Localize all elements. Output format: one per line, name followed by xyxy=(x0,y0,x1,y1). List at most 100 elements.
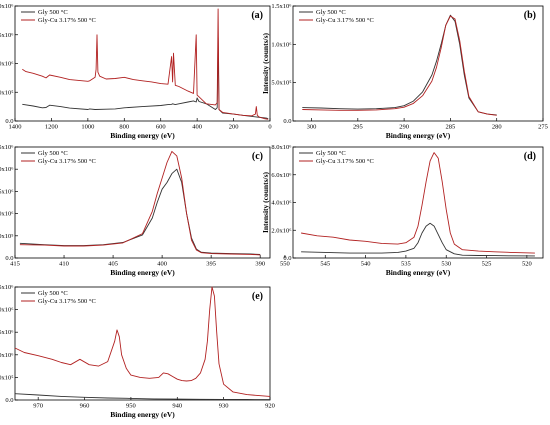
plot-frame xyxy=(292,5,544,122)
panel-c: 415 410 405 400 395 390 0.0 5.0x10⁵ 1.0x10⁶ 1.5x1… xyxy=(0,144,271,277)
legend-entry: Gly 500 °C xyxy=(316,9,346,16)
y-axis-label: Intensity (counts/s) xyxy=(261,171,270,233)
y-tick-label: 0.0 xyxy=(5,255,13,262)
x-tick-label: 535 xyxy=(401,261,411,268)
series-line-gly-cu xyxy=(301,152,535,254)
x-axis-label: Binding energy (eV) xyxy=(110,268,175,277)
series-line-gly-cu xyxy=(22,8,269,120)
y-tick-label: 2.0x10⁶ xyxy=(0,307,14,314)
y-tick-label: 1.5x10⁶ xyxy=(0,32,14,39)
x-tick-label: 400 xyxy=(192,124,202,131)
y-tick-label: 1.0x10⁶ xyxy=(0,61,14,68)
x-tick-label: 960 xyxy=(80,403,90,410)
series-line-gly xyxy=(302,14,497,116)
panel-label: (e) xyxy=(252,291,263,302)
x-tick-label: 940 xyxy=(172,403,182,410)
x-tick-label: 800 xyxy=(119,124,129,131)
x-tick-label: 970 xyxy=(33,403,43,410)
panel-b: 300 295 290 285 280 275 0.0 5.0x10⁵ 1.0x10⁶ 1.5x1… xyxy=(261,3,548,140)
y-tick-label: 1.5x10⁶ xyxy=(0,188,14,195)
panel-label: (a) xyxy=(251,10,263,21)
x-tick-label: 1000 xyxy=(81,124,94,131)
x-axis-label: Binding energy (eV) xyxy=(386,268,451,277)
series-line-gly xyxy=(19,168,261,255)
series-line-gly-cu xyxy=(14,286,271,397)
legend-entry: Gly 500 °C xyxy=(38,290,68,297)
y-tick-label: 0.0 xyxy=(283,255,291,262)
x-tick-label: 920 xyxy=(265,403,275,410)
panel-a: 1400 1200 1000 800 600 400 200 0 0.0 5.0x10⁵ 1.0x1… xyxy=(0,3,272,140)
x-tick-label: 1400 xyxy=(9,124,22,131)
x-tick-label: 200 xyxy=(229,124,239,131)
x-axis-label: Binding energy (eV) xyxy=(110,410,175,419)
x-tick-label: 290 xyxy=(399,124,409,131)
y-tick-label: 0.0 xyxy=(5,118,13,125)
x-tick-label: 285 xyxy=(446,124,456,131)
x-tick-label: 280 xyxy=(492,124,502,131)
panel-label: (c) xyxy=(252,151,263,162)
y-tick-label: 1.5x10⁶ xyxy=(271,3,291,10)
legend-entry: Gly 500 °C xyxy=(38,9,68,16)
y-tick-label: 1.0x10⁶ xyxy=(271,41,291,48)
x-tick-label: 400 xyxy=(157,261,167,268)
legend-entry: Gly-Cu 3.17% 500 °C xyxy=(38,158,96,165)
legend-entry: Gly-Cu 3.17% 500 °C xyxy=(316,158,374,165)
x-tick-label: 410 xyxy=(59,261,69,268)
y-tick-label: 1.0x10⁶ xyxy=(0,211,14,218)
x-tick-label: 545 xyxy=(320,261,330,268)
panel-label: (b) xyxy=(524,10,536,21)
panel-label: (d) xyxy=(524,151,536,162)
x-tick-label: 405 xyxy=(108,261,118,268)
y-tick-label: 6.0x10⁶ xyxy=(271,172,291,179)
legend-entry: Gly-Cu 3.17% 500 °C xyxy=(38,17,96,24)
series-line-gly-cu xyxy=(19,150,261,256)
plot-frame xyxy=(14,286,271,401)
x-axis-label: Binding energy (eV) xyxy=(386,131,451,140)
x-tick-label: 525 xyxy=(482,261,492,268)
y-tick-label: 0.0 xyxy=(5,397,13,404)
y-tick-label: 8.0x10⁶ xyxy=(271,144,291,151)
x-tick-label: 930 xyxy=(219,403,229,410)
y-tick-label: 5.0x10⁵ xyxy=(0,374,14,381)
x-tick-label: 415 xyxy=(10,261,20,268)
x-tick-label: 520 xyxy=(522,261,532,268)
plot-frame xyxy=(14,146,271,259)
y-tick-label: 5.0x10⁵ xyxy=(0,233,14,240)
y-tick-label: 5.0x10⁵ xyxy=(0,89,14,96)
y-axis-label: Intensity (counts/s) xyxy=(261,32,270,94)
panel-d: 550 545 540 535 530 525 520 0.0 2.0x10⁶ 4.0x10⁶ 6.… xyxy=(261,144,544,277)
y-tick-label: 0.0 xyxy=(283,118,291,125)
x-axis-label: Binding energy (eV) xyxy=(110,131,175,140)
x-tick-label: 0 xyxy=(268,124,271,131)
series-line-gly-cu xyxy=(302,15,497,116)
x-tick-label: 300 xyxy=(307,124,317,131)
y-tick-label: 1.0x10⁶ xyxy=(0,352,14,359)
y-tick-label: 5.0x10⁵ xyxy=(271,80,291,87)
legend-entry: Gly-Cu 3.17% 500 °C xyxy=(316,17,374,24)
y-tick-label: 2.5x10⁶ xyxy=(0,144,14,151)
series-line-gly xyxy=(14,393,271,401)
x-tick-label: 600 xyxy=(156,124,166,131)
legend-entry: Gly-Cu 3.17% 500 °C xyxy=(38,298,96,305)
y-tick-label: 2.0x10⁶ xyxy=(271,227,291,234)
x-tick-label: 390 xyxy=(255,261,265,268)
x-tick-label: 540 xyxy=(361,261,371,268)
series-line-gly xyxy=(301,222,535,257)
series-line-gly xyxy=(22,37,269,120)
y-tick-label: 4.0x10⁶ xyxy=(271,200,291,207)
y-tick-label: 2.0x10⁶ xyxy=(0,3,14,10)
x-tick-label: 395 xyxy=(206,261,216,268)
x-tick-label: 550 xyxy=(280,261,290,268)
x-tick-label: 275 xyxy=(538,124,548,131)
y-tick-label: 2.0x10⁶ xyxy=(0,166,14,173)
x-tick-label: 1200 xyxy=(45,124,58,131)
y-tick-label: 1.5x10⁶ xyxy=(0,329,14,336)
panel-e: 970 960 950 940 930 920 0.0 5.0x10⁵ 1.0x10⁶ 1.5x1… xyxy=(0,284,275,419)
legend-entry: Gly 500 °C xyxy=(38,150,68,157)
legend-entry: Gly 500 °C xyxy=(316,150,346,157)
x-tick-label: 295 xyxy=(353,124,363,131)
x-tick-label: 950 xyxy=(126,403,136,410)
y-tick-label: 2.5x10⁶ xyxy=(0,284,14,291)
x-tick-label: 530 xyxy=(441,261,451,268)
